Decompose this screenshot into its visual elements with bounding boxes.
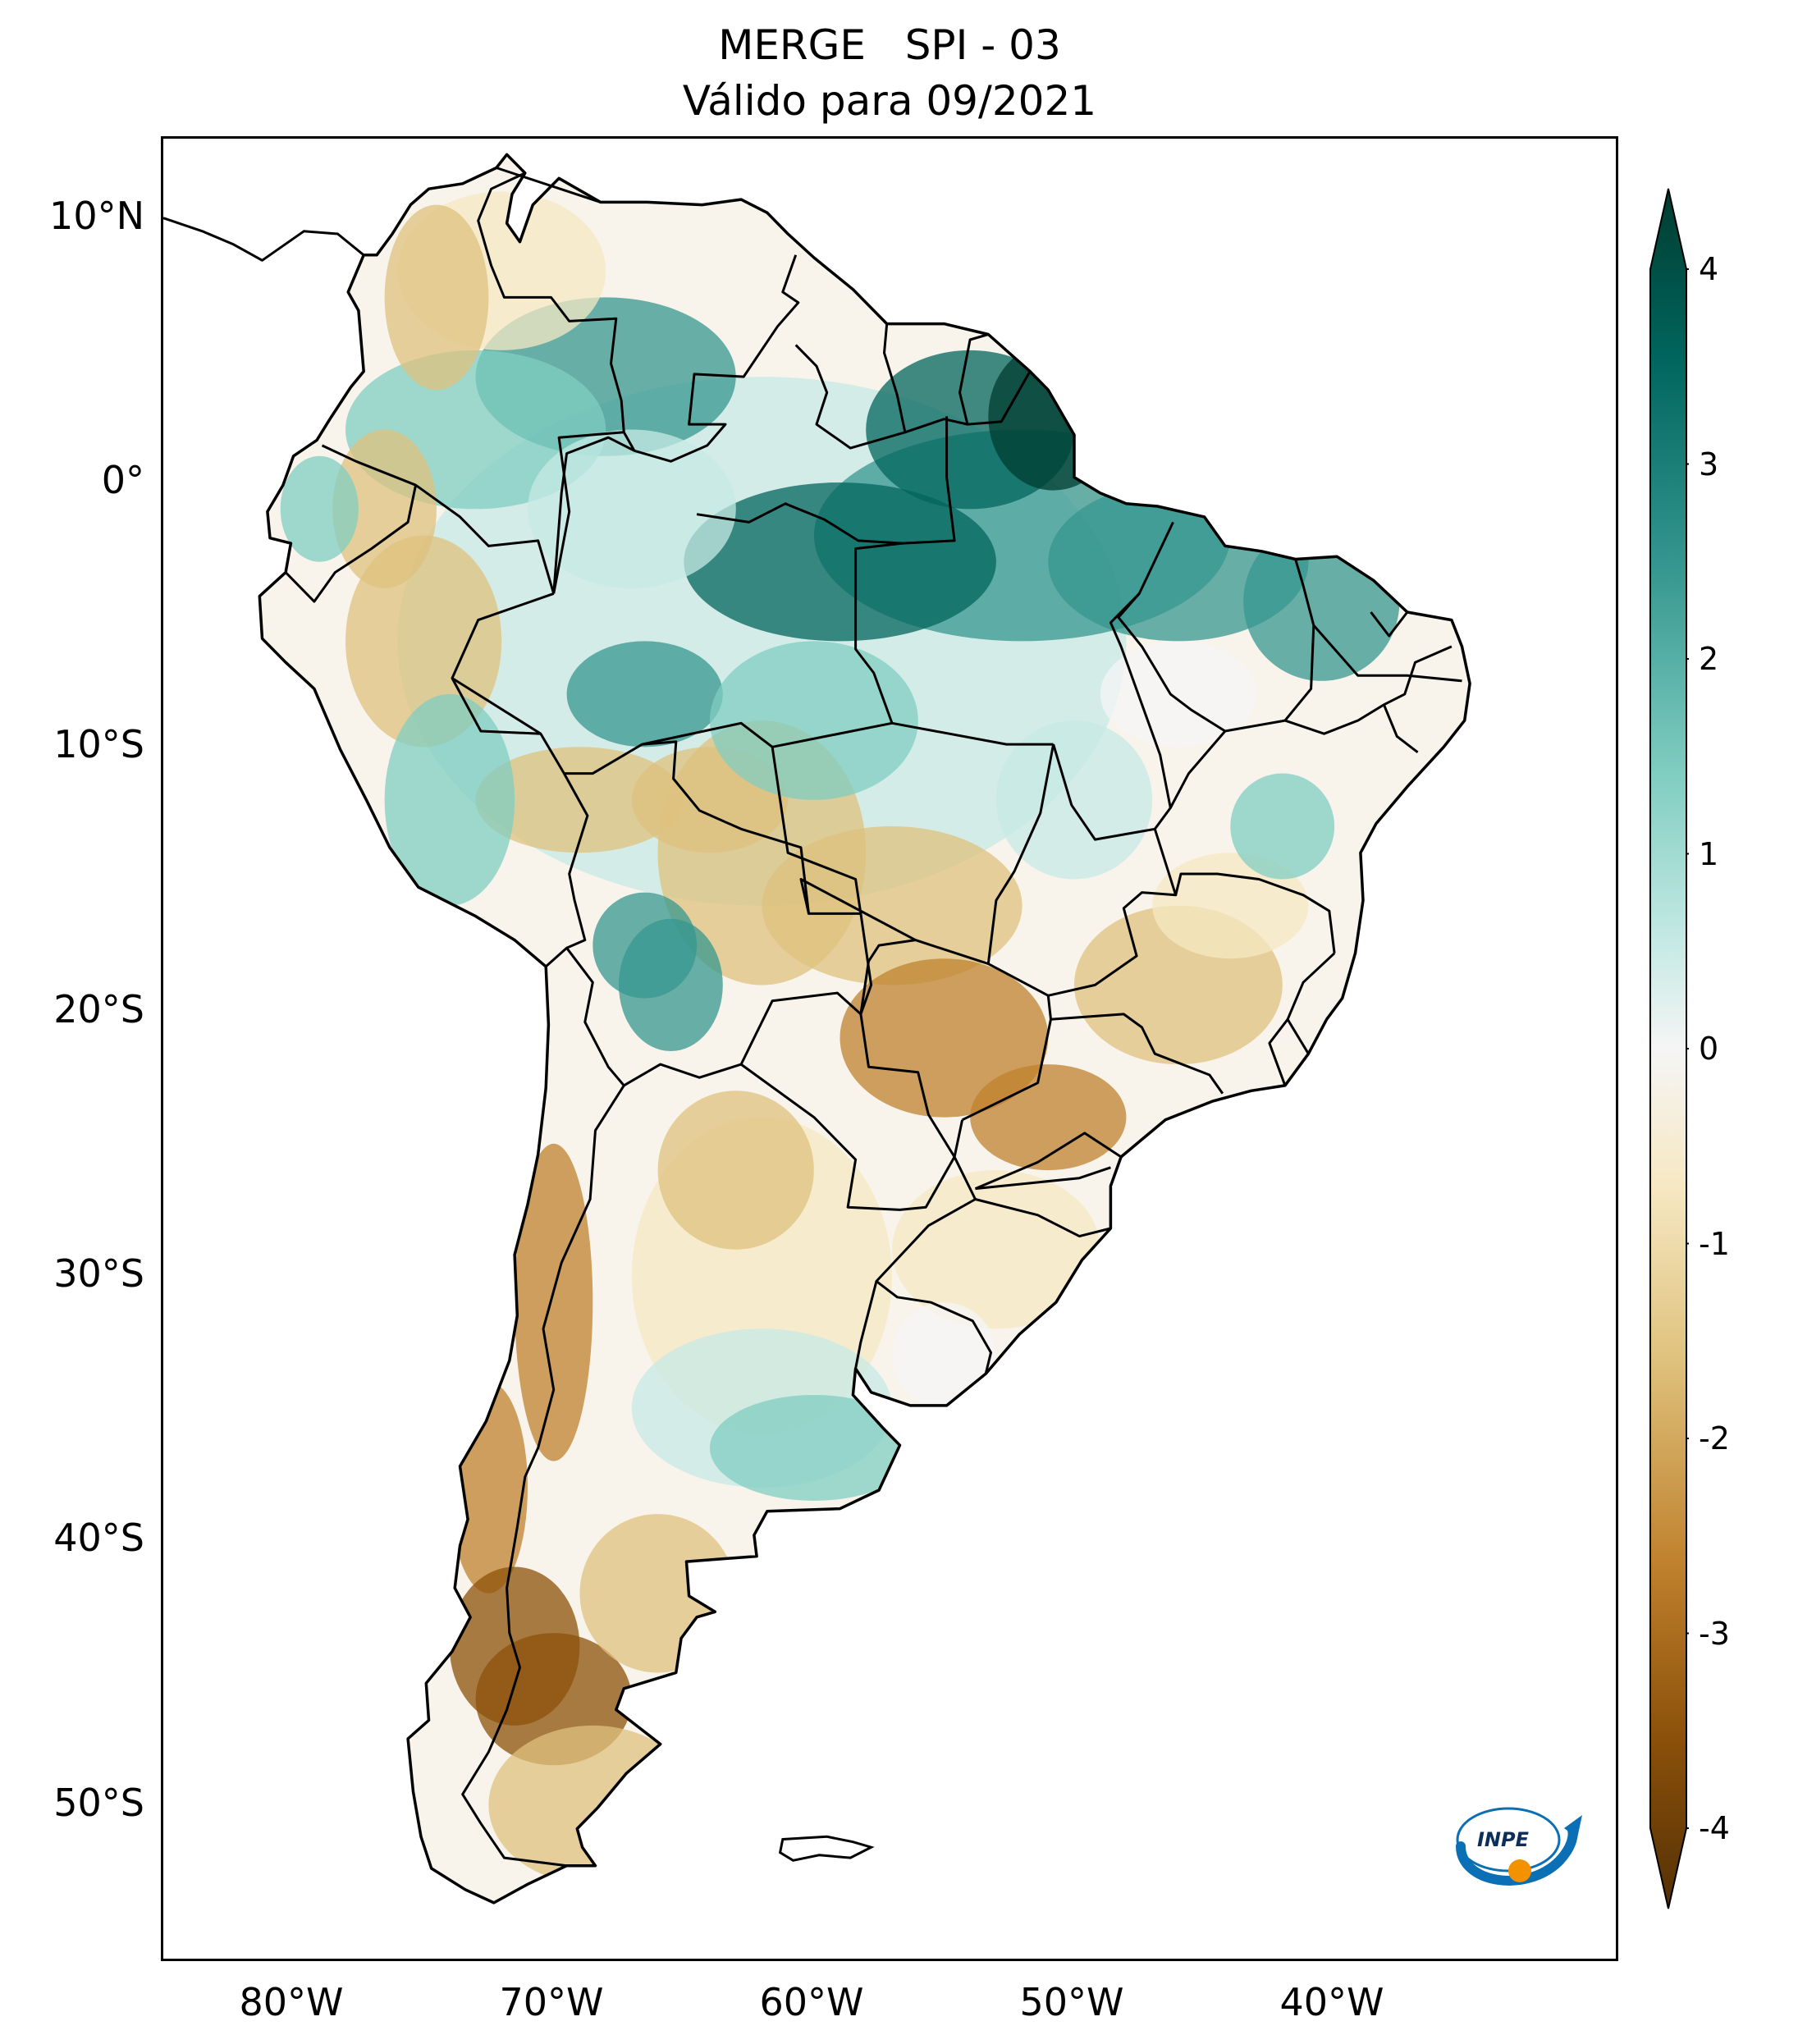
border-line [696,502,903,545]
latitude-label: 10°N [49,194,144,238]
colorbar-tick-label: 3 [1699,446,1719,482]
border-line [496,167,602,203]
border-line [794,323,907,450]
border-line [854,416,956,724]
colorbar-tick-label: 1 [1699,836,1719,872]
spi-anomaly-patch [566,641,723,748]
colorbar-tick-label: 2 [1699,641,1719,677]
spi-anomaly-patch [684,482,996,642]
spi-anomaly-patch [528,429,736,588]
spi-anomaly-patch [384,204,489,391]
colorbar-tick-label: -3 [1699,1616,1730,1652]
border-line [875,1156,992,1374]
spi-anomaly-patch [840,958,1049,1118]
border-line [634,254,800,463]
border-line [1117,521,1226,733]
latitude-label: 20°S [53,987,144,1031]
border-line [1286,952,1336,1054]
south-america-map [163,153,1471,1905]
latitude-label: 50°S [53,1781,144,1825]
border-line [740,1063,956,1211]
chart-title-line2: Válido para 09/2021 [682,77,1097,125]
spi-anomaly-patch [988,342,1119,491]
border-line [461,947,625,1868]
colorbar [1649,188,1689,1909]
border-line [552,431,624,594]
map-frame [161,136,1618,1961]
longitude-label: 40°W [1279,1980,1384,2024]
logo-arrow-icon [1564,1815,1582,1838]
latitude-label: 0° [101,458,144,502]
border-line [986,743,1055,964]
longitude-label: 70°W [499,1980,604,2024]
border-line [451,592,589,968]
spi-anomaly-patch [970,1064,1127,1171]
border-line [771,721,1054,748]
latitude-label: 40°S [53,1516,144,1560]
border-line [642,721,862,914]
colorbar-gradient [1649,188,1687,1909]
border-line [799,878,1052,1122]
border-line [1383,645,1453,706]
border-line [904,333,989,434]
border-line [285,484,418,603]
falkland-islands [778,1835,875,1862]
border-line [451,677,542,735]
border-line [854,1281,878,1370]
spi-anomaly-patch [280,455,359,562]
border-line [1169,703,1419,809]
longitude-label: 50°W [1019,1980,1124,2024]
colorbar-tick-label: 4 [1699,251,1719,287]
land-fill [259,154,1471,1903]
spi-anomaly-patch [1152,853,1309,959]
coastline [258,153,1471,1905]
spi-anomaly-patch [892,1170,1100,1329]
spi-anomaly-patch [579,1514,736,1673]
border-line [975,1166,1111,1191]
logo-sun-icon [1508,1859,1531,1882]
colorbar-tick-label: 0 [1699,1031,1719,1067]
longitude-label: 60°W [759,1980,864,2024]
border-line [859,939,916,1015]
border-line [974,1132,1122,1190]
spi-anomaly-patch [762,826,1023,985]
colorbar-tick-label: -1 [1699,1226,1730,1262]
border-line [967,370,1032,426]
border-line [1268,1018,1289,1086]
border-line [1047,828,1178,997]
spi-anomaly-patch [710,641,918,800]
border-line [1312,624,1462,683]
spi-anomaly-patch [995,720,1153,880]
spi-anomaly-patch [1230,773,1335,880]
spi-anomaly-patch [1243,522,1400,681]
spi-anomaly-patch [332,429,437,588]
logo-swoosh-icon [1456,1825,1578,1886]
spi-anomaly-patch [619,918,723,1051]
border-line [1370,611,1409,638]
longitude-label: 80°W [239,1980,344,2024]
spi-anomaly-patch [710,1395,918,1501]
border-line [1174,872,1336,953]
spi-anomaly-patch [345,535,502,748]
inpe-logo: INPE [1456,1807,1582,1886]
logo-text: INPE [1477,1828,1530,1851]
political-borders [163,167,1462,1868]
colorbar-tick-label: -2 [1699,1420,1730,1456]
colorbar-tick-label: -4 [1699,1810,1730,1846]
latitude-label: 30°S [53,1251,144,1296]
central-america-coast [163,217,365,262]
border-line [477,171,636,594]
chart-title-line1: MERGE SPI - 03 [718,21,1061,69]
border-line [1050,1013,1224,1095]
spi-anomaly-patch [515,1143,593,1461]
spi-anomaly-patch [657,1091,814,1250]
latitude-label: 10°S [53,722,144,766]
border-line [321,444,556,594]
spi-anomaly-patch [384,693,515,906]
border-line [975,1198,1111,1238]
border-line [859,1013,964,1159]
spi-anomaly-patch [892,1302,996,1409]
spi-anomaly-patch [1100,641,1256,748]
